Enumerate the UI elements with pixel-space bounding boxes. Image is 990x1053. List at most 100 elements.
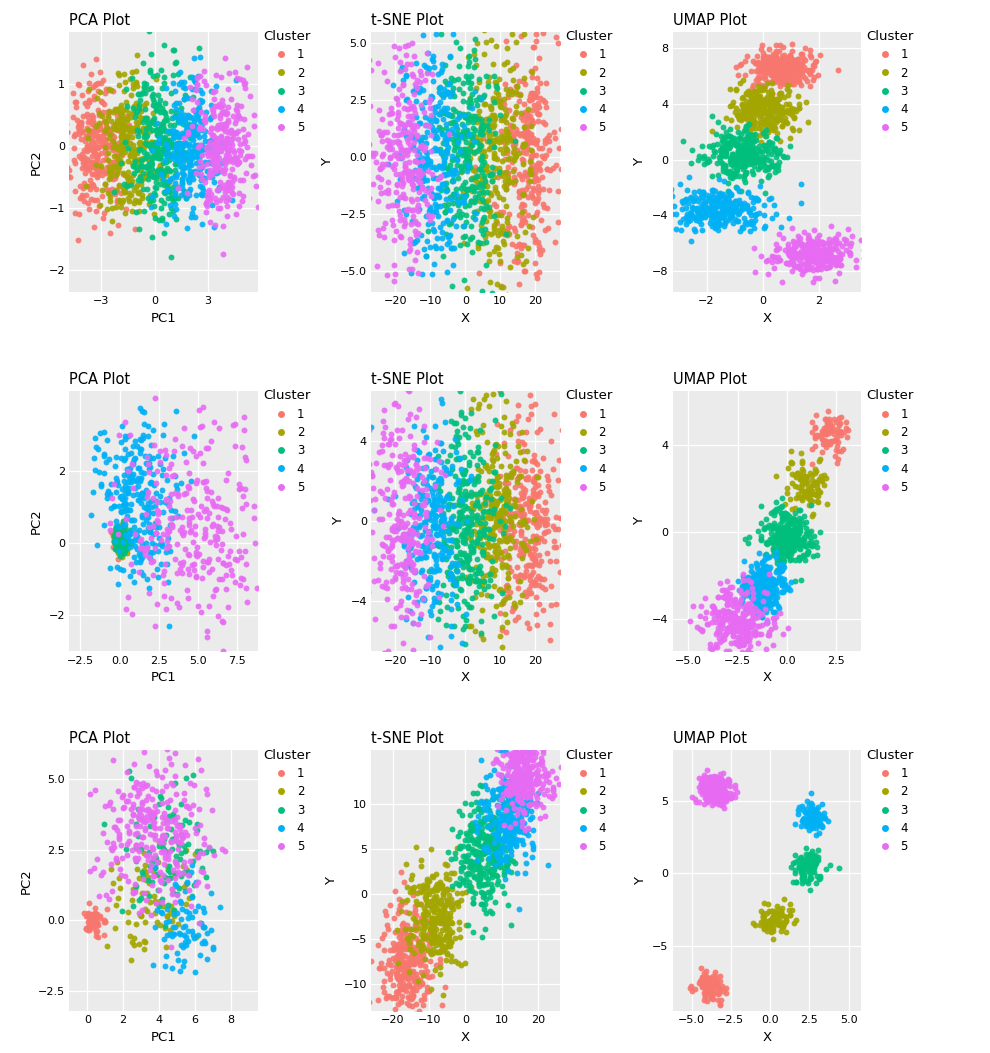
Point [720,584,736,601]
Point [86,144,102,161]
Point [510,397,526,414]
Point [708,194,724,211]
Point [709,623,725,640]
Point [160,144,176,161]
Point [214,155,230,172]
Point [498,140,514,157]
Point [502,131,518,147]
Point [759,614,775,631]
Point [806,811,822,828]
Point [732,581,747,598]
Point [429,495,445,512]
Point [122,824,138,841]
Point [468,784,484,801]
Point [199,622,215,639]
Point [185,88,201,105]
Point [737,605,752,622]
Point [406,123,422,140]
Point [771,144,787,161]
Point [708,782,724,799]
Point [374,126,390,143]
Point [777,242,793,259]
Point [154,809,170,826]
Point [482,185,498,202]
Point [229,101,245,118]
Point [391,513,407,530]
Point [447,116,463,133]
Point [446,239,462,256]
Point [521,751,537,768]
Point [519,442,535,459]
Point [158,778,174,795]
Point [716,786,732,802]
Point [750,569,766,585]
Point [183,208,199,225]
Point [392,597,408,614]
Point [479,780,495,797]
Point [720,773,736,790]
Point [131,183,147,200]
Point [505,820,521,837]
Point [452,503,468,520]
Point [226,168,242,185]
Point [395,915,411,932]
Point [529,797,545,814]
Point [749,635,765,652]
Point [90,130,106,146]
Point [447,573,463,590]
Point [493,94,509,111]
Point [549,183,565,200]
Point [422,662,438,679]
Point [116,521,132,538]
Point [754,44,770,61]
Point [771,226,787,243]
Point [175,554,191,571]
Point [144,530,159,547]
Point [820,436,836,453]
Point [127,119,143,136]
Point [164,516,180,533]
Point [109,821,125,838]
Point [109,541,125,558]
Point [444,191,459,207]
Point [435,528,450,544]
Point [447,930,463,947]
Point [528,775,544,792]
Point [238,79,253,96]
Point [444,544,459,561]
Point [486,846,502,862]
Point [409,441,425,458]
Point [438,898,453,915]
Point [380,955,396,972]
Point [113,115,129,132]
Point [742,203,758,220]
Point [519,132,535,148]
Point [195,120,211,137]
Point [402,172,418,188]
Point [176,485,192,502]
Point [748,192,764,208]
Point [158,176,174,193]
Point [162,123,178,140]
Point [506,118,522,135]
Point [197,919,213,936]
Point [743,143,759,160]
Point [387,569,403,585]
Point [154,466,170,483]
Point [712,792,728,809]
Point [471,813,487,830]
Point [400,504,416,521]
Point [433,472,448,489]
Point [444,913,459,930]
Point [199,510,215,526]
Point [490,788,506,804]
Point [158,466,174,483]
Point [96,423,112,440]
Point [404,522,420,539]
Point [495,510,511,526]
Point [780,73,796,90]
Point [97,132,113,148]
Point [489,151,505,167]
Point [754,572,770,589]
Point [518,865,534,881]
